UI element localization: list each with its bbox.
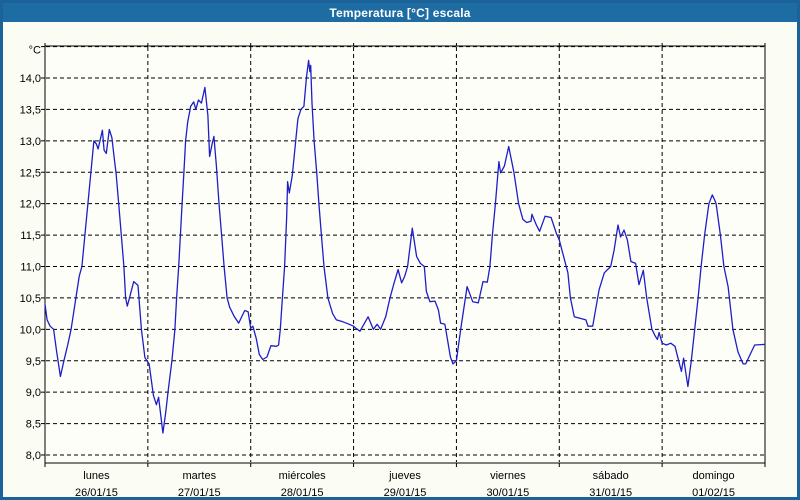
y-tick-label: 11,5: [20, 230, 41, 242]
y-tick-label: 8,0: [26, 450, 41, 462]
x-day-name-label: miércoles: [279, 470, 327, 482]
x-day-name-label: sábado: [593, 470, 629, 482]
x-day-date-label: 29/01/15: [384, 487, 427, 499]
y-tick-label: 9,5: [26, 356, 41, 368]
x-day-name-label: domingo: [692, 470, 734, 482]
temperature-chart: 8,0 8,5 9,0 9,5 10,0 10,5 11,0 11,5 12,0 12,5 13,0…: [20, 43, 766, 499]
x-day-date-label: 31/01/15: [589, 487, 632, 499]
y-tick-label: 13,0: [20, 136, 41, 148]
window-title: Temperatura [°C] escala: [329, 5, 471, 20]
x-day-date-label: 27/01/15: [178, 487, 221, 499]
x-day-date-label: 26/01/15: [75, 487, 118, 499]
plot-area: [44, 45, 766, 464]
x-day-date-label: 28/01/15: [281, 487, 324, 499]
y-axis-unit-label: °C: [29, 45, 41, 57]
y-tick-label: 10,0: [20, 324, 41, 336]
x-day-name-label: viernes: [490, 470, 526, 482]
x-day-date-label: 01/02/15: [692, 487, 735, 499]
y-tick-label: 11,0: [20, 262, 41, 274]
y-tick-label: 14,0: [20, 73, 41, 85]
grid-lines: [46, 46, 764, 462]
y-tick-label: 13,5: [20, 104, 41, 116]
chart-container: 8,0 8,5 9,0 9,5 10,0 10,5 11,0 11,5 12,0 12,5 13,0…: [3, 22, 797, 497]
axis-ticks: [41, 43, 766, 467]
axis-labels: 8,0 8,5 9,0 9,5 10,0 10,5 11,0 11,5 12,0 12,5 13,0…: [20, 45, 735, 499]
x-day-name-label: martes: [182, 470, 216, 482]
y-tick-label: 9,0: [26, 387, 41, 399]
x-day-date-label: 30/01/15: [486, 487, 529, 499]
y-tick-label: 12,0: [20, 199, 41, 211]
y-tick-label: 8,5: [26, 419, 41, 431]
x-day-name-label: lunes: [83, 470, 110, 482]
y-tick-label: 10,5: [20, 293, 41, 305]
y-tick-label: 12,5: [20, 167, 41, 179]
window-titlebar: Temperatura [°C] escala: [3, 3, 797, 22]
temperature-line: [44, 59, 766, 434]
x-day-name-label: jueves: [388, 470, 421, 482]
